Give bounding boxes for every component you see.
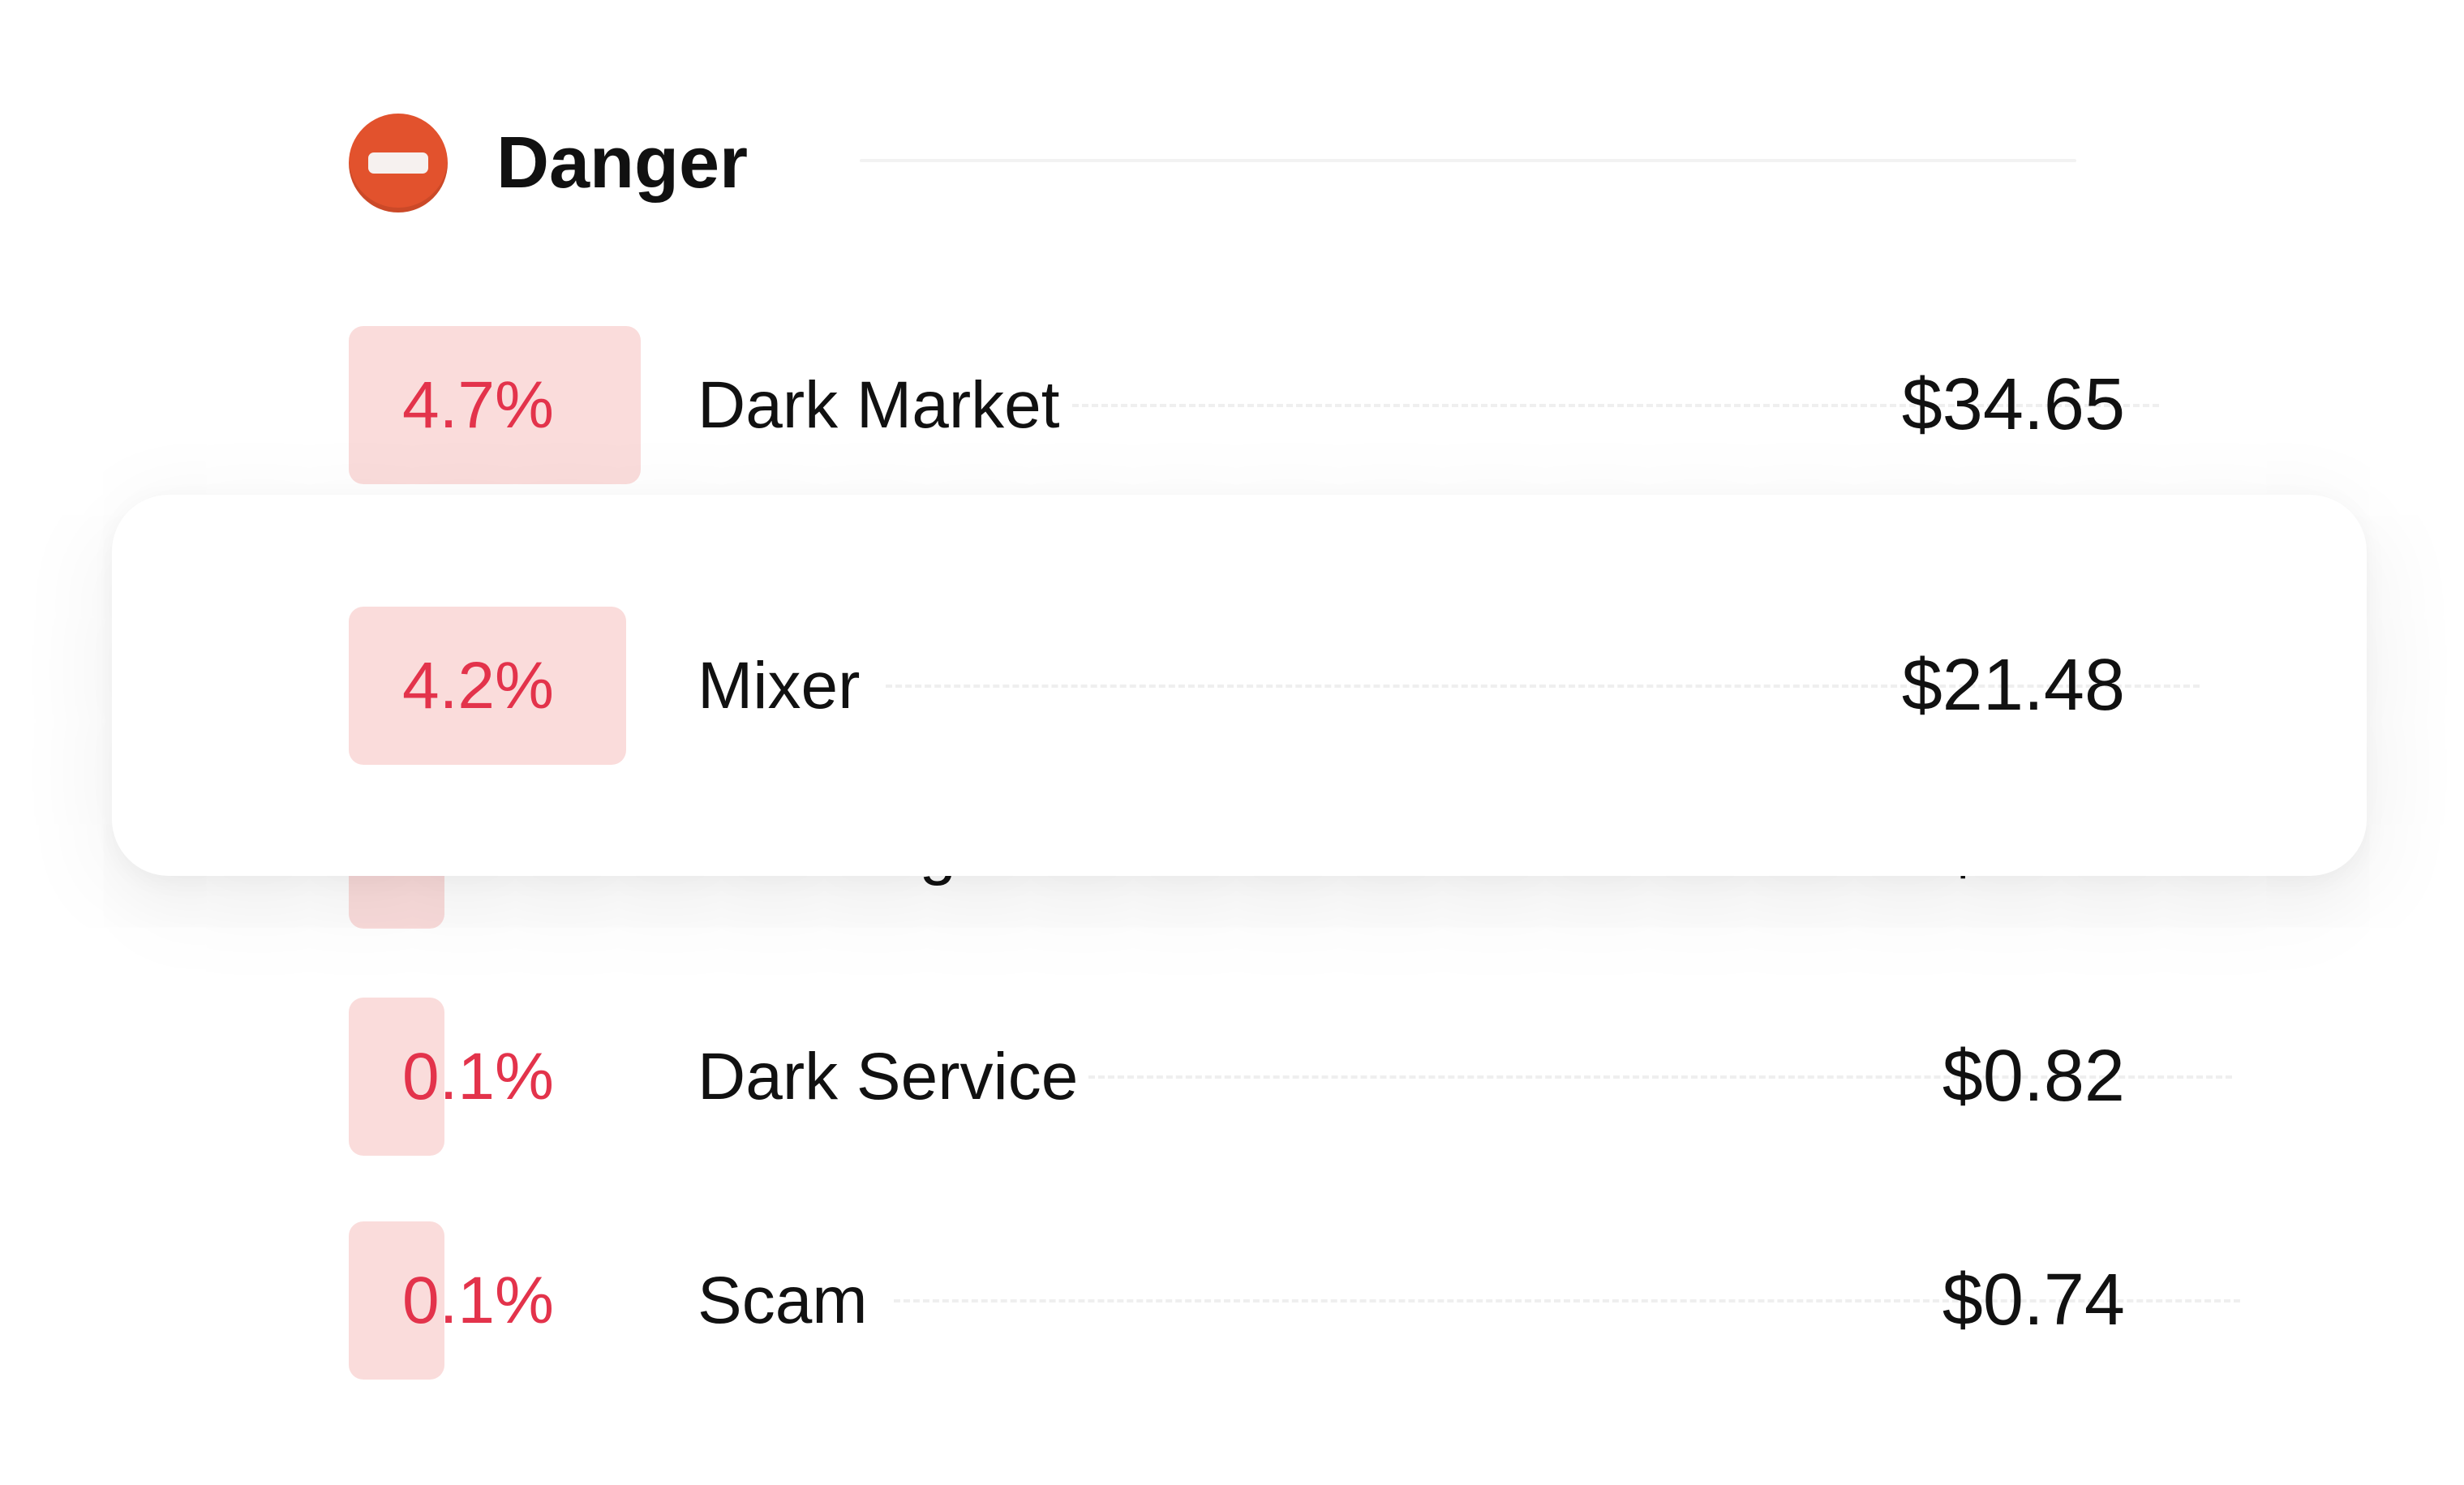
percent-value: 4.7%: [402, 368, 554, 442]
list-item-dark-market[interactable]: 4.7% Dark Market $34.65: [349, 326, 2159, 484]
header-divider: [860, 159, 2076, 162]
category-label: Dark Market: [698, 368, 1060, 442]
amount-value: $0.74: [1942, 1260, 2125, 1341]
percent-value: 4.2%: [402, 649, 554, 723]
category-label: Dark Service: [698, 1040, 1079, 1114]
category-label: Scam: [698, 1264, 868, 1337]
no-entry-icon: [349, 114, 448, 212]
list-item-scam[interactable]: 0.1% Scam $0.74: [349, 1221, 2240, 1380]
percent-badge: [349, 998, 444, 1156]
category-label: Mixer: [698, 649, 861, 723]
percent-value: 0.1%: [402, 1264, 554, 1337]
percent-badge: [349, 326, 641, 484]
amount-value: $34.65: [1901, 364, 2125, 445]
section-title: Danger: [496, 122, 749, 204]
amount-value: $0.82: [1942, 1036, 2125, 1117]
highlighted-row-card[interactable]: 4.2% Mixer $21.48: [112, 495, 2367, 876]
dashed-leader: [1072, 404, 2159, 407]
section-header: Danger: [349, 114, 2149, 212]
percent-badge: [349, 1221, 444, 1380]
amount-value: $21.48: [1901, 645, 2125, 726]
percent-value: 0.1%: [402, 1040, 554, 1114]
dashed-leader: [1088, 1075, 2232, 1079]
percent-badge: [349, 607, 626, 765]
list-item-mixer[interactable]: 4.2% Mixer $21.48: [349, 607, 2200, 765]
list-item-dark-service[interactable]: 0.1% Dark Service $0.82: [349, 998, 2232, 1156]
no-entry-bar: [368, 152, 428, 174]
dashed-leader: [894, 1299, 2240, 1303]
dashed-leader: [886, 685, 2200, 688]
